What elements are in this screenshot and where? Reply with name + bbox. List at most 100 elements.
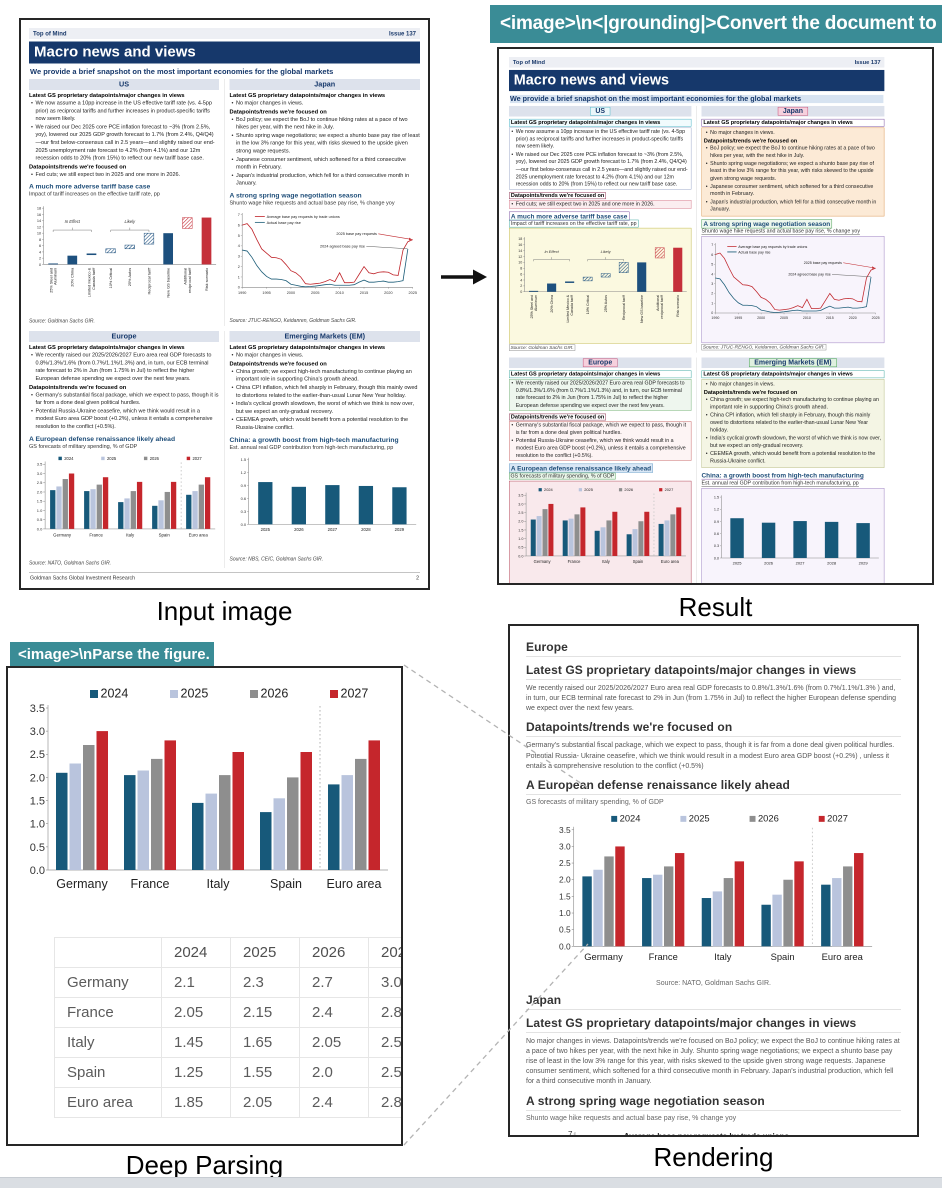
doc-section-em: Emerging Markets (EM) Latest GS proprieta…: [697, 357, 885, 583]
svg-text:2.0: 2.0: [559, 875, 571, 885]
svg-text:2005: 2005: [780, 316, 788, 320]
svg-text:2000: 2000: [287, 291, 295, 295]
doc-chart-source-text: Source: JTUC-RENGO, Keidanren, Goldman S…: [229, 318, 357, 324]
bullet-item: No major changes in views.: [706, 381, 882, 388]
table-cell: 2.05: [161, 997, 231, 1028]
svg-text:1.0: 1.0: [518, 537, 523, 541]
svg-text:7: 7: [238, 213, 240, 217]
doc-masthead: Top of Mind Issue 137: [509, 57, 885, 68]
caption-deep-parsing: Deep Parsing: [125, 1150, 284, 1180]
bullet-item: We raised our Dec 2025 core PCE inflatio…: [511, 151, 691, 188]
doc-chart-japan: 0 1 2 3 4 5 6 7 1990 1995 2000 2005 2010 2015 2020 2025…: [701, 236, 885, 343]
doc-bullet-list: No major changes in views.: [704, 129, 882, 136]
bullet-item: China CPI inflation, which fell sharply …: [232, 384, 421, 400]
divider: [526, 1008, 901, 1010]
doc-chart-title: A strong spring wage negotiation season: [230, 192, 421, 200]
svg-text:2027: 2027: [827, 813, 848, 823]
svg-text:2: 2: [520, 284, 522, 288]
table-row: Euro area 1.85 2.05 2.4 2.8: [54, 1087, 401, 1118]
table-cell: 2.7: [299, 967, 369, 998]
svg-text:0: 0: [238, 286, 240, 290]
doc-chart-subtitle-text: GS forecasts of military spending, % of …: [509, 472, 616, 480]
doc-subheading: Datapoints/trends we're focused on: [229, 108, 327, 115]
svg-text:0: 0: [520, 290, 522, 294]
table-cell: 2.15: [230, 997, 300, 1028]
svg-text:1.0: 1.0: [559, 908, 571, 918]
svg-text:2.0: 2.0: [30, 772, 45, 784]
svg-text:France: France: [648, 952, 677, 962]
svg-text:1.5: 1.5: [714, 496, 719, 500]
doc-masthead-right: Issue 137: [388, 30, 416, 37]
doc-section-header: Emerging Markets (EM): [229, 331, 420, 343]
rendering-panel: Europe Latest GS proprietary datapoints/…: [508, 624, 919, 1137]
svg-text:2015: 2015: [360, 291, 368, 295]
doc-bullet-list: We now assume a 10pp increase in the US …: [509, 127, 692, 190]
svg-text:In Effect: In Effect: [544, 249, 559, 254]
svg-text:2024 agreed base pay rise: 2024 agreed base pay rise: [320, 244, 365, 248]
parse-prompt-banner: <image>\nParse the figure.: [10, 642, 214, 667]
bullet-item: Potential Russia-Ukraine ceasefire, whic…: [511, 437, 691, 459]
table-header-cell: 2024: [161, 937, 231, 968]
table-cell: 1.25: [161, 1057, 231, 1088]
svg-text:2026: 2026: [764, 560, 774, 565]
svg-text:1: 1: [711, 302, 713, 306]
bullet-item: Japanese consumer sentiment, which softe…: [232, 156, 421, 172]
svg-text:Additional: Additional: [656, 295, 660, 311]
svg-text:1.5: 1.5: [241, 457, 247, 462]
svg-text:2028: 2028: [361, 527, 371, 532]
table-cell: 1.55: [230, 1057, 300, 1088]
render-heading-renaissance: A European defense renaissance likely ah…: [526, 777, 790, 792]
doc-chart-source: Source: JTUC-RENGO, Keidanren, Goldman S…: [701, 343, 884, 351]
doc-bullet-list: No major changes in views.: [230, 352, 421, 360]
svg-text:Germany: Germany: [53, 532, 72, 537]
doc-bullet-list: BoJ policy; we expect the BoJ to continu…: [230, 116, 421, 188]
svg-text:2025 base pay requests: 2025 base pay requests: [804, 261, 842, 265]
svg-text:2.5: 2.5: [37, 480, 43, 485]
doc-chart-title: China: a growth boost from high-tech man…: [230, 436, 421, 444]
table-cell: 2.1: [161, 967, 231, 998]
table-cell: 1.65: [230, 1027, 300, 1058]
doc-section-header: US: [29, 79, 219, 90]
svg-text:6: 6: [520, 273, 522, 277]
svg-text:Euro area: Euro area: [821, 952, 863, 962]
svg-text:2024 agreed base pay rise: 2024 agreed base pay rise: [788, 273, 830, 277]
svg-text:1.2: 1.2: [714, 508, 719, 512]
svg-text:2027: 2027: [796, 560, 806, 565]
svg-text:20% China: 20% China: [550, 294, 554, 313]
doc-section-header-label: Europe: [111, 332, 137, 341]
svg-text:1.0: 1.0: [37, 508, 43, 513]
bullet-item: We recently raised our 2025/2026/2027 Eu…: [511, 380, 691, 410]
svg-text:25% Autos: 25% Autos: [604, 295, 608, 313]
svg-text:0: 0: [711, 311, 713, 315]
bullet-item: Shunto spring wage negotiations; we expe…: [232, 132, 421, 155]
svg-text:0.6: 0.6: [241, 496, 247, 501]
svg-text:1.5: 1.5: [37, 498, 43, 503]
render-heading-japan: Japan: [526, 992, 562, 1007]
svg-text:2.5: 2.5: [30, 749, 45, 761]
bullet-item: Germany's substantial fiscal package, wh…: [31, 391, 219, 407]
svg-text:0.6: 0.6: [714, 532, 719, 536]
grounding-box: No major changes in views.Datapoints/tre…: [701, 127, 885, 217]
svg-text:Euro area: Euro area: [189, 532, 209, 537]
svg-text:0.0: 0.0: [241, 522, 247, 527]
doc-bullet-list: No major changes in views.: [704, 381, 882, 388]
svg-text:1.0: 1.0: [30, 819, 45, 831]
doc-subheading: Latest GS proprietary datapoints/major c…: [229, 92, 386, 99]
doc-section-em: Emerging Markets (EM) Latest GS proprieta…: [225, 331, 421, 568]
grounding-box: No major changes in views.Datapoints/tre…: [701, 379, 885, 469]
doc-section-header-label: Europe: [582, 358, 618, 368]
doc-section-europe: Europe Latest GS proprietary datapoints/m…: [29, 331, 225, 569]
doc-section-header-label: Japan: [777, 106, 809, 116]
svg-text:0.0: 0.0: [559, 941, 571, 951]
svg-text:12: 12: [37, 225, 41, 230]
bullet-item: We now assume a 10pp increase in the US …: [511, 128, 691, 150]
svg-text:Risk scenario: Risk scenario: [204, 268, 209, 291]
svg-text:Limited Mexico &: Limited Mexico &: [566, 295, 570, 323]
svg-text:2028: 2028: [827, 560, 837, 565]
svg-text:reciprocal tariff: reciprocal tariff: [187, 267, 192, 293]
render-heading-wage: A strong spring wage negotiation season: [526, 1093, 765, 1108]
render-heading-europe: Europe: [526, 640, 568, 654]
divider: [526, 679, 901, 680]
